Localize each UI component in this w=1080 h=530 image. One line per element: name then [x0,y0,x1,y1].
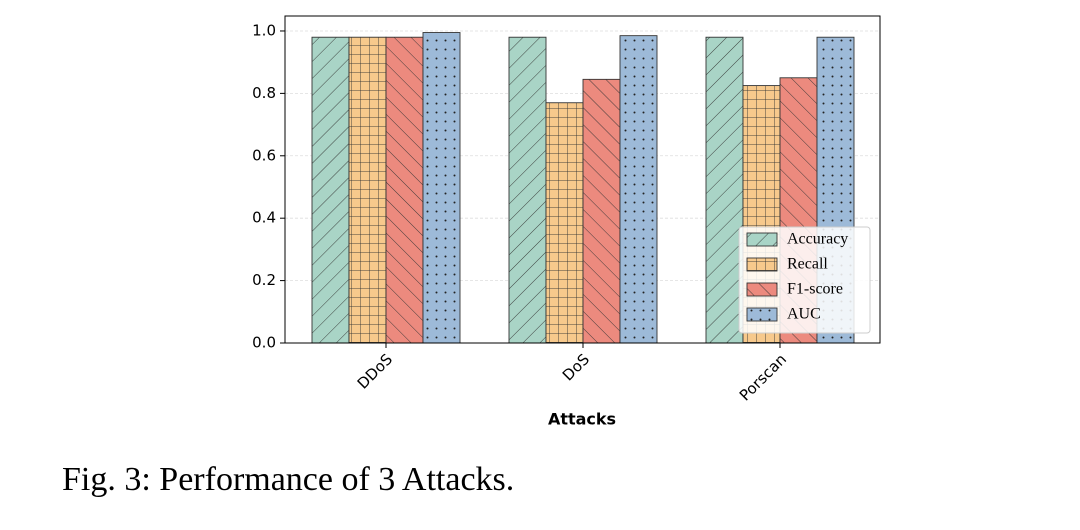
legend-label: Accuracy [787,231,848,248]
bar [705,36,744,344]
y-tick-label: 0.6 [252,146,276,164]
bar [582,78,621,344]
x-tick-label: DDoS [354,350,396,392]
legend-label: AUC [787,306,821,323]
plot-frame [284,15,881,344]
bar [545,102,584,344]
y-tick-label: 0.4 [252,209,276,227]
legend-swatch [746,307,778,322]
bar [311,36,350,344]
legend-swatch [746,282,778,297]
y-tick-label: 0.2 [252,271,276,289]
bar [508,36,547,344]
x-tick-label: DoS [559,350,593,384]
x-tick-label: Porscan [736,350,790,404]
x-axis-label: Attacks [548,410,616,429]
y-tick-label: 0.8 [252,84,276,102]
caption: Fig. 3: Performance of 3 Attacks. [62,461,514,498]
bar [385,36,424,344]
bar [619,35,658,344]
legend-swatch [746,257,778,272]
bar [348,36,387,344]
legend-label: Recall [787,256,828,273]
bar [422,32,461,344]
y-tick-label: 0.0 [252,334,276,352]
legend-box [738,226,871,334]
y-tick-label: 1.0 [252,21,276,39]
legend-label: F1-score [787,281,843,298]
legend-swatch [746,232,778,247]
